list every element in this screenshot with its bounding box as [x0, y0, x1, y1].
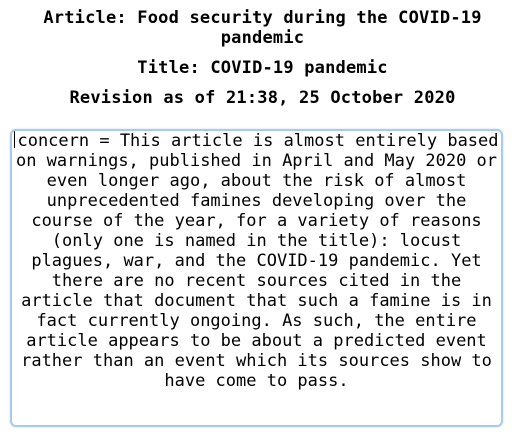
text-caret	[14, 131, 16, 148]
revision-heading: Revision as of 21:38, 25 October 2020	[69, 88, 456, 108]
text-editor[interactable]: concern = This article is almost entirel…	[10, 129, 503, 427]
editor-content[interactable]: concern = This article is almost entirel…	[12, 131, 501, 391]
editor-text: concern = This article is almost entirel…	[15, 131, 499, 391]
title-heading: Title: COVID-19 pandemic	[137, 58, 388, 78]
article-heading: Article: Food security during the COVID-…	[43, 8, 482, 48]
